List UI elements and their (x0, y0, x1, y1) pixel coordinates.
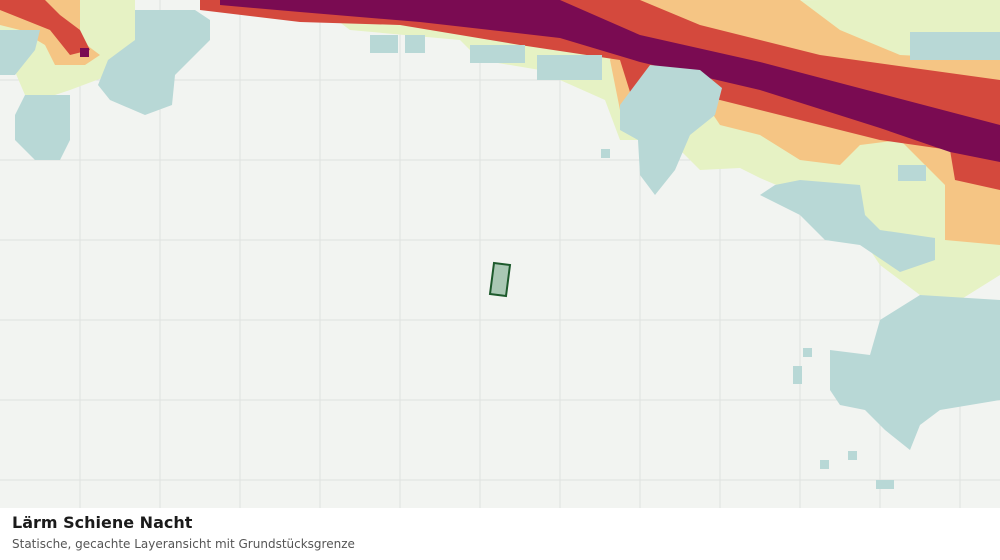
zone-high-left (0, 0, 90, 55)
water-area (793, 366, 802, 384)
water-area (0, 30, 40, 75)
map-title: Lärm Schiene Nacht (12, 513, 193, 532)
zone-very-high-left (80, 48, 89, 57)
water-area (370, 35, 398, 53)
water-area (848, 451, 857, 460)
water-area (537, 55, 602, 80)
water-area (830, 295, 1000, 450)
water-area (15, 95, 70, 160)
water-area (470, 45, 525, 63)
water-area (876, 480, 894, 489)
water-area (620, 65, 722, 195)
water-area (910, 32, 1000, 60)
parcel-boundary (488, 261, 512, 298)
water-area (898, 165, 926, 181)
water-area (98, 10, 210, 115)
map-subtitle: Statische, gecachte Layeransicht mit Gru… (12, 537, 355, 551)
water-areas (0, 10, 1000, 489)
water-area (803, 348, 812, 357)
map (0, 0, 1000, 508)
water-area (820, 460, 829, 469)
noise-zones (0, 0, 1000, 300)
water-area (405, 35, 425, 53)
zone-very-high (220, 0, 1000, 162)
water-area (760, 180, 935, 272)
water-area (601, 149, 610, 158)
